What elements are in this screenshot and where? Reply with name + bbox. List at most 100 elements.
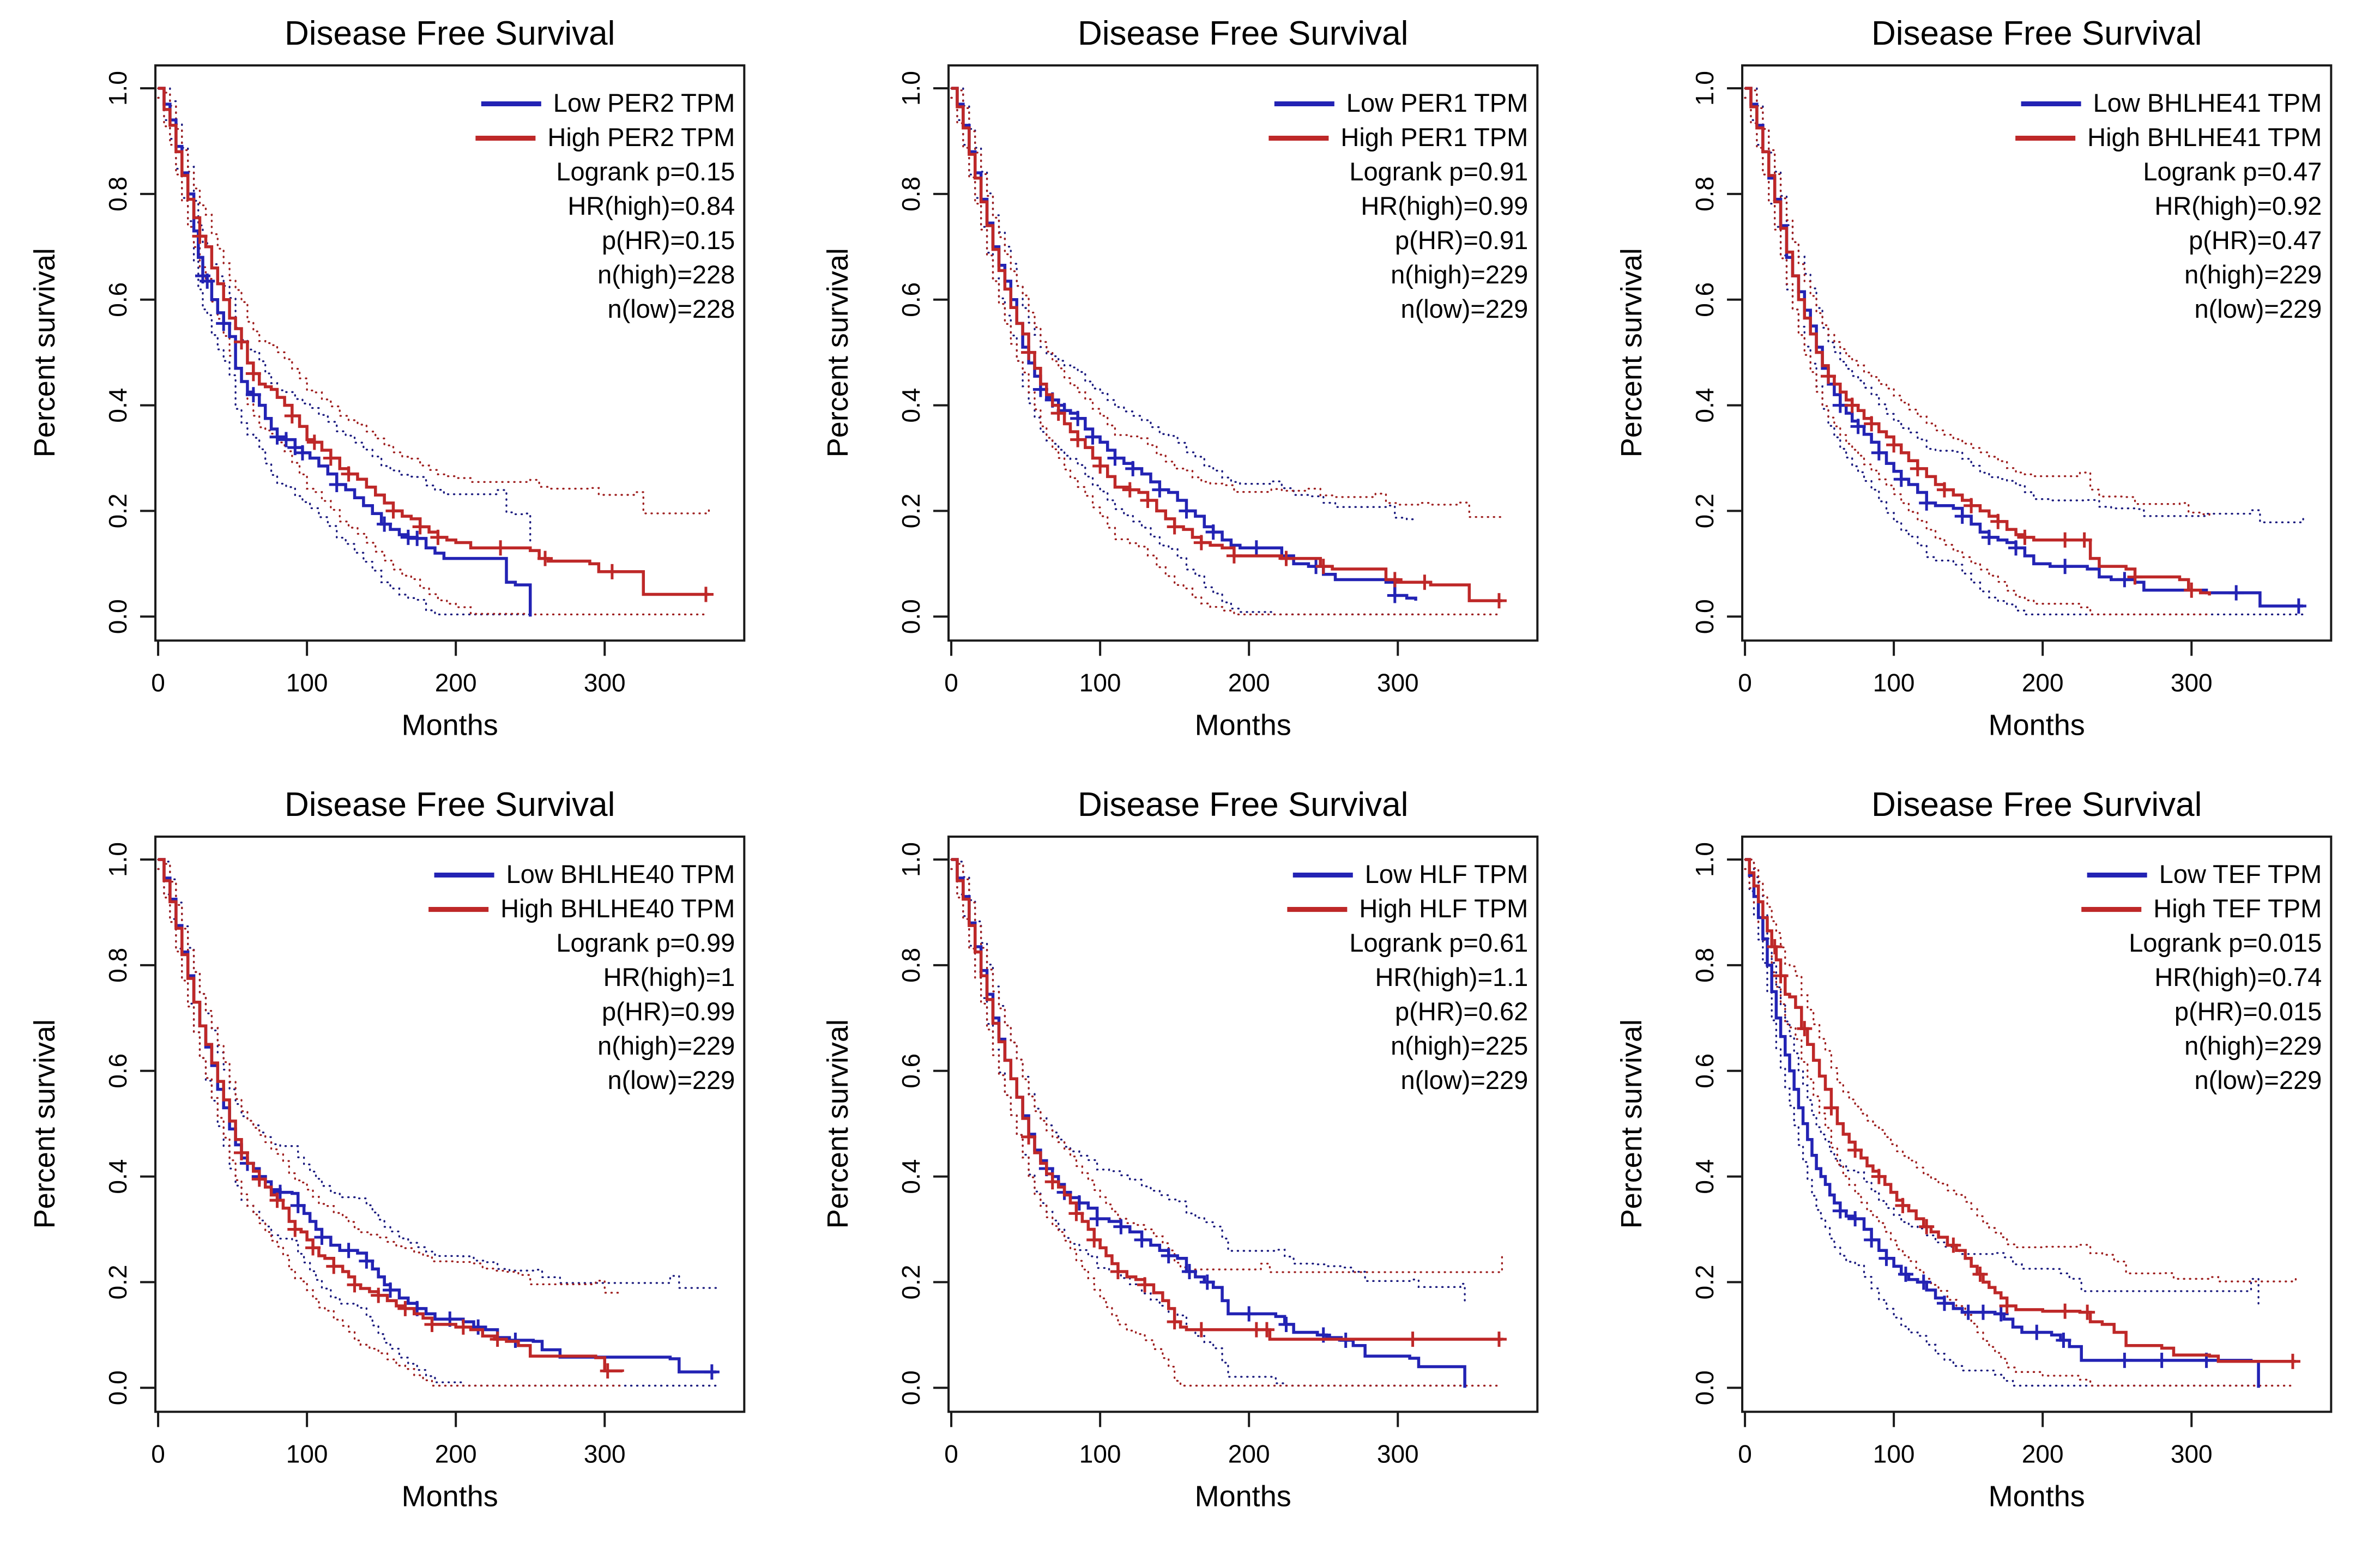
censor-mark-low: [1089, 1211, 1105, 1227]
legend-stat: Logrank p=0.61: [1350, 928, 1529, 957]
censor-mark-high: [1886, 437, 1901, 453]
x-tick-label: 300: [1377, 668, 1419, 697]
x-tick-label: 100: [1079, 1440, 1121, 1468]
censor-mark-low: [1981, 529, 1997, 545]
x-tick-label: 0: [945, 1440, 959, 1468]
censor-mark-high: [326, 1258, 342, 1274]
y-tick-label: 0.6: [104, 282, 132, 317]
censor-mark-high: [412, 519, 428, 535]
panel-title: Disease Free Survival: [285, 786, 615, 824]
x-tick-label: 0: [151, 1440, 165, 1468]
y-tick-label: 0.6: [897, 1054, 925, 1088]
censor-mark-high: [1050, 406, 1067, 421]
x-axis-label: Months: [1195, 1480, 1291, 1513]
legend-label-high: High TEF TPM: [2153, 894, 2322, 923]
legend-label-high: High BHLHE40 TPM: [500, 894, 735, 923]
plot-box: [154, 836, 746, 1413]
survival-curve-high-BHLHE41: [1744, 87, 2211, 596]
y-tick-label: 1.0: [104, 71, 132, 106]
y-tick-label: 0.2: [104, 493, 132, 528]
x-tick-label: 300: [2171, 668, 2213, 697]
ci-lower-high: [1744, 868, 2297, 1387]
censor-mark-high: [269, 1193, 285, 1208]
y-tick-label: 0.8: [104, 948, 132, 983]
x-axis-label: Months: [1988, 1480, 2085, 1513]
censor-mark-high: [1990, 513, 2006, 529]
y-tick-label: 1.0: [104, 842, 132, 877]
y-tick-label: 0.4: [897, 1159, 925, 1194]
legend-stat: n(high)=229: [1391, 260, 1528, 289]
km-plot-2: Disease Free Survival 0.0 0.2 0.4 0.6 0.8 1.0 0…: [821, 15, 1539, 741]
censor-mark-high: [1936, 482, 1952, 498]
legend-stat: n(high)=228: [597, 260, 735, 289]
censor-mark-high: [1796, 1021, 1812, 1037]
censor-mark-high: [1847, 1142, 1863, 1158]
censor-mark-high: [424, 1317, 440, 1333]
ci-lower-low: [157, 868, 717, 1387]
censor-mark-low: [272, 1184, 288, 1200]
censor-mark-high: [1918, 1219, 1934, 1235]
censor-mark-high: [341, 466, 357, 482]
censor-mark-high: [1278, 550, 1294, 566]
ci-upper-high: [950, 858, 1503, 1274]
y-tick-label: 0.6: [897, 282, 925, 317]
plot-box: [947, 64, 1539, 642]
censor-mark-low: [704, 1364, 720, 1380]
censor-mark-low: [359, 1253, 374, 1269]
censor-mark-low: [314, 1230, 330, 1245]
legend-stat: Logrank p=0.47: [2143, 157, 2322, 186]
ci-lower-low: [1744, 868, 2260, 1387]
legend-label-low: Low PER2 TPM: [553, 88, 735, 117]
censor-mark-high: [233, 334, 249, 350]
censor-mark-low: [2117, 1353, 2133, 1369]
survival-curve-low-PER2: [158, 87, 532, 617]
censor-mark-high: [1021, 1129, 1037, 1145]
legend-stat: p(HR)=0.99: [602, 997, 735, 1026]
plot-box: [1741, 64, 2332, 642]
legend-stat: Logrank p=0.99: [556, 928, 735, 957]
censor-mark-low: [1249, 540, 1265, 556]
y-tick-label: 1.0: [897, 842, 925, 877]
censor-mark-low: [2057, 559, 2073, 574]
y-axis-label: Percent survival: [28, 1019, 61, 1229]
censor-mark-high: [1316, 559, 1332, 574]
censor-mark-low: [1085, 429, 1101, 445]
censor-mark-low: [2008, 540, 2023, 556]
y-tick-label: 0.4: [104, 1159, 132, 1194]
plot-box: [154, 64, 746, 642]
legend-stat: HR(high)=1.1: [1375, 963, 1529, 991]
censor-mark-high: [1137, 1277, 1153, 1293]
x-tick-label: 0: [151, 668, 165, 697]
censor-mark-high: [1910, 461, 1925, 476]
legend-stat: n(low)=228: [607, 294, 735, 323]
censor-mark-high: [245, 366, 261, 382]
censor-mark-high: [1122, 482, 1138, 498]
ci-upper-high: [157, 858, 624, 1294]
censor-mark-low: [1993, 1306, 2009, 1322]
censor-mark-high: [1491, 1332, 1507, 1347]
y-tick-label: 0.2: [1690, 493, 1719, 528]
censor-mark-low: [1954, 509, 1970, 524]
survival-panel-BHLHE40: Disease Free Survival 0.0 0.2 0.4 0.6 0.8 1.0 0…: [0, 771, 793, 1542]
censor-mark-high: [2057, 1304, 2073, 1320]
censor-mark-low: [1898, 1267, 1913, 1282]
y-tick-label: 0.4: [897, 388, 925, 423]
censor-mark-high: [493, 540, 509, 556]
panel-title: Disease Free Survival: [1078, 15, 1408, 52]
censor-mark-low: [1113, 1219, 1129, 1235]
panel-title: Disease Free Survival: [1871, 786, 2202, 824]
censor-mark-low: [1179, 503, 1194, 519]
survival-panel-TEF: Disease Free Survival 0.0 0.2 0.4 0.6 0.8 1.0 0…: [1587, 771, 2380, 1542]
ci-lower-low: [1744, 96, 2304, 616]
x-axis-label: Months: [402, 709, 498, 741]
censor-mark-high: [1963, 498, 1979, 513]
censor-mark-high: [1946, 1237, 1961, 1253]
censor-mark-high: [1092, 458, 1108, 474]
censor-mark-high: [323, 450, 339, 466]
y-tick-label: 0.6: [1690, 282, 1719, 317]
x-tick-label: 200: [2021, 668, 2063, 697]
x-tick-label: 100: [1872, 1440, 1914, 1468]
ci-upper-low: [950, 87, 1417, 522]
censor-mark-high: [371, 1287, 386, 1303]
